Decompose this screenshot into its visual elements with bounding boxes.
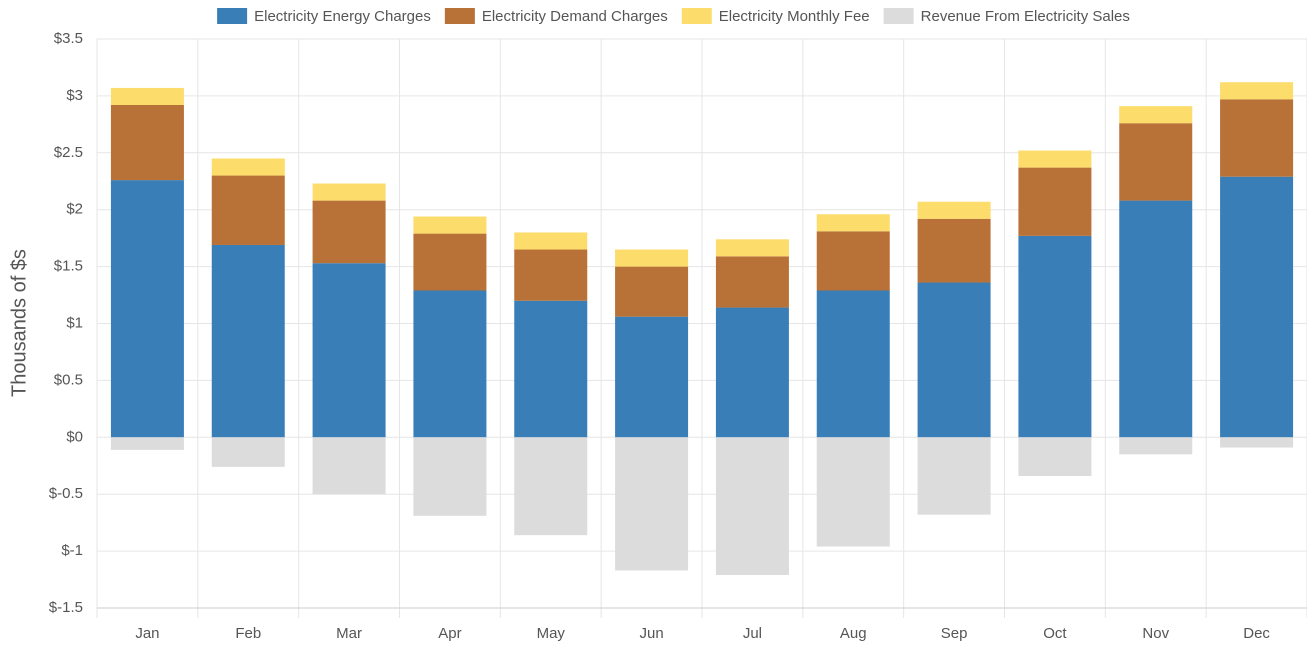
y-axis-label: Thousands of $s — [8, 249, 30, 397]
bar-segment — [917, 282, 991, 438]
legend-swatch — [883, 8, 914, 24]
bar-segment — [1220, 99, 1294, 177]
bar-segment — [514, 300, 588, 438]
y-tick-label: $3 — [66, 87, 83, 104]
bar-segment — [615, 316, 689, 438]
bar-segment — [1119, 200, 1193, 438]
bar-segment — [1119, 437, 1193, 455]
y-tick-label: $-1.5 — [49, 599, 83, 616]
bar-segment — [715, 239, 789, 257]
legend-swatch — [444, 8, 475, 24]
x-tick-label: Dec — [1243, 625, 1270, 642]
bar-segment — [715, 307, 789, 438]
bar-segment — [1018, 167, 1092, 236]
y-tick-label: $1.5 — [54, 258, 83, 275]
bar-segment — [816, 437, 890, 547]
bar-segment — [715, 437, 789, 575]
x-tick-label: Feb — [235, 625, 261, 642]
x-tick-label: Jun — [639, 625, 663, 642]
legend-swatch — [217, 8, 248, 24]
x-tick-label: Sep — [941, 625, 968, 642]
x-tick-label: Jan — [135, 625, 159, 642]
bar-segment — [110, 87, 184, 106]
bar-segment — [1119, 106, 1193, 124]
bar-segment — [1018, 235, 1092, 438]
bar-segment — [110, 105, 184, 181]
bar-segment — [816, 231, 890, 291]
bar-segment — [917, 437, 991, 515]
bar-segment — [110, 180, 184, 438]
bar-segment — [1220, 176, 1294, 438]
bar-segment — [211, 175, 285, 245]
bar-segment — [211, 437, 285, 467]
y-tick-label: $-1 — [61, 542, 83, 559]
bar-segment — [1220, 437, 1294, 448]
bar-segment — [615, 249, 689, 267]
y-tick-label: $0 — [66, 428, 83, 445]
x-tick-label: Mar — [336, 625, 362, 642]
bar-segment — [615, 266, 689, 317]
x-tick-label: Apr — [438, 625, 461, 642]
bar-segment — [312, 437, 386, 495]
bar-segment — [211, 244, 285, 438]
bar-segment — [312, 200, 386, 264]
x-tick-label: Aug — [840, 625, 867, 642]
legend-label: Revenue From Electricity Sales — [921, 8, 1130, 25]
bar-segment — [917, 218, 991, 283]
bar-segment — [715, 256, 789, 308]
bar-segment — [1220, 82, 1294, 100]
y-tick-label: $3.5 — [54, 30, 83, 47]
bar-segment — [816, 290, 890, 438]
legend-swatch — [681, 8, 712, 24]
bar-segment — [312, 183, 386, 201]
bar-segment — [917, 201, 991, 219]
y-tick-label: $1 — [66, 314, 83, 331]
bar-segment — [1018, 150, 1092, 168]
bar-segment — [413, 290, 487, 438]
bar-segment — [514, 232, 588, 250]
x-tick-label: Nov — [1142, 625, 1169, 642]
x-tick-label: Oct — [1043, 625, 1067, 642]
legend-label: Electricity Energy Charges — [254, 8, 431, 25]
y-tick-label: $-0.5 — [49, 485, 83, 502]
bar-segment — [816, 214, 890, 232]
bar-segment — [110, 437, 184, 450]
x-tick-label: May — [537, 625, 566, 642]
y-tick-label: $2.5 — [54, 144, 83, 161]
bar-segment — [413, 233, 487, 291]
bar-segment — [413, 437, 487, 516]
bar-segment — [312, 263, 386, 438]
bar-segment — [413, 216, 487, 234]
x-tick-label: Jul — [743, 625, 762, 642]
bar-segment — [211, 158, 285, 176]
bar-segment — [1018, 437, 1092, 476]
y-tick-label: $0.5 — [54, 371, 83, 388]
legend-label: Electricity Monthly Fee — [719, 8, 870, 25]
bar-segment — [514, 437, 588, 536]
legend-label: Electricity Demand Charges — [482, 8, 668, 25]
bar-segment — [1119, 123, 1193, 201]
y-tick-label: $2 — [66, 201, 83, 218]
bar-segment — [514, 249, 588, 301]
bar-segment — [615, 437, 689, 571]
